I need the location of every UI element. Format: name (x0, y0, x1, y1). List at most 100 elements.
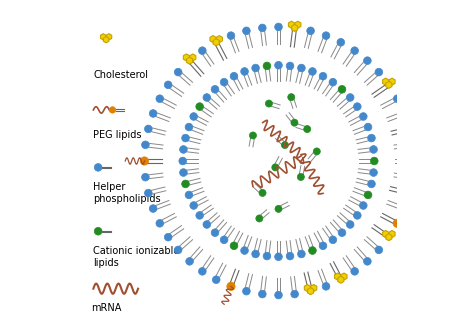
Circle shape (393, 219, 401, 227)
Circle shape (243, 27, 250, 35)
Circle shape (180, 146, 187, 153)
Circle shape (258, 24, 266, 32)
Circle shape (258, 290, 266, 298)
Circle shape (179, 157, 187, 165)
Circle shape (174, 68, 182, 76)
Circle shape (337, 38, 345, 46)
Circle shape (199, 47, 206, 54)
Circle shape (94, 227, 102, 235)
Circle shape (140, 22, 418, 300)
Circle shape (309, 68, 316, 75)
Circle shape (351, 47, 358, 54)
Circle shape (307, 27, 314, 35)
Circle shape (354, 212, 361, 219)
Circle shape (185, 191, 193, 199)
Circle shape (346, 94, 354, 101)
Circle shape (338, 85, 346, 93)
Circle shape (182, 180, 189, 188)
Circle shape (375, 68, 383, 76)
Circle shape (199, 268, 206, 275)
Circle shape (243, 287, 250, 295)
Text: Cholesterol: Cholesterol (93, 70, 148, 80)
Circle shape (298, 64, 305, 72)
Circle shape (338, 229, 346, 237)
Circle shape (291, 119, 298, 126)
Circle shape (174, 246, 182, 254)
Circle shape (186, 258, 193, 265)
Circle shape (149, 109, 157, 117)
Circle shape (263, 62, 271, 70)
Circle shape (274, 62, 283, 69)
Circle shape (196, 212, 203, 219)
Circle shape (408, 173, 415, 181)
Circle shape (359, 202, 367, 209)
Circle shape (249, 132, 256, 139)
Circle shape (288, 94, 295, 101)
Circle shape (322, 32, 330, 40)
Circle shape (368, 134, 375, 142)
Circle shape (156, 95, 164, 102)
Circle shape (241, 247, 248, 254)
Circle shape (346, 221, 354, 228)
Circle shape (309, 247, 316, 254)
Circle shape (109, 107, 116, 113)
Circle shape (408, 141, 415, 149)
Circle shape (256, 215, 263, 222)
Circle shape (370, 169, 377, 176)
Circle shape (359, 113, 367, 120)
Circle shape (252, 250, 259, 258)
Circle shape (182, 134, 189, 142)
Circle shape (368, 180, 375, 188)
Circle shape (203, 94, 210, 101)
Circle shape (286, 62, 294, 70)
Circle shape (354, 103, 361, 110)
Circle shape (274, 253, 283, 260)
Circle shape (142, 173, 149, 181)
Circle shape (145, 189, 152, 197)
Circle shape (265, 100, 273, 107)
Circle shape (142, 141, 149, 149)
Circle shape (291, 290, 299, 298)
Circle shape (274, 291, 283, 299)
Circle shape (351, 268, 358, 275)
Circle shape (220, 236, 228, 244)
Circle shape (322, 282, 330, 290)
Circle shape (259, 189, 266, 196)
Circle shape (190, 113, 198, 120)
Circle shape (164, 81, 172, 89)
Circle shape (180, 169, 187, 176)
Circle shape (297, 174, 304, 180)
Text: PEG lipids: PEG lipids (93, 130, 142, 140)
Circle shape (409, 157, 416, 165)
Text: Helper
phospholipids: Helper phospholipids (93, 182, 161, 204)
Circle shape (196, 103, 203, 110)
Circle shape (211, 229, 219, 237)
Circle shape (313, 148, 320, 155)
Circle shape (319, 72, 327, 80)
Circle shape (272, 164, 279, 171)
Circle shape (400, 205, 408, 213)
Circle shape (227, 32, 235, 40)
Circle shape (298, 250, 305, 258)
Circle shape (252, 64, 259, 72)
Circle shape (156, 220, 164, 227)
Circle shape (230, 72, 238, 80)
Circle shape (304, 126, 311, 133)
Circle shape (364, 191, 372, 199)
Circle shape (230, 242, 238, 250)
Circle shape (282, 142, 288, 148)
Circle shape (274, 23, 283, 31)
Text: mRNA: mRNA (91, 303, 121, 313)
Circle shape (190, 202, 198, 209)
Circle shape (371, 157, 378, 165)
Circle shape (375, 246, 383, 254)
Circle shape (393, 95, 401, 102)
Circle shape (263, 252, 271, 260)
Circle shape (94, 164, 102, 171)
Circle shape (149, 205, 157, 213)
Circle shape (227, 282, 235, 290)
Circle shape (364, 123, 372, 131)
Circle shape (364, 57, 371, 64)
Circle shape (275, 205, 282, 213)
Circle shape (404, 125, 413, 133)
